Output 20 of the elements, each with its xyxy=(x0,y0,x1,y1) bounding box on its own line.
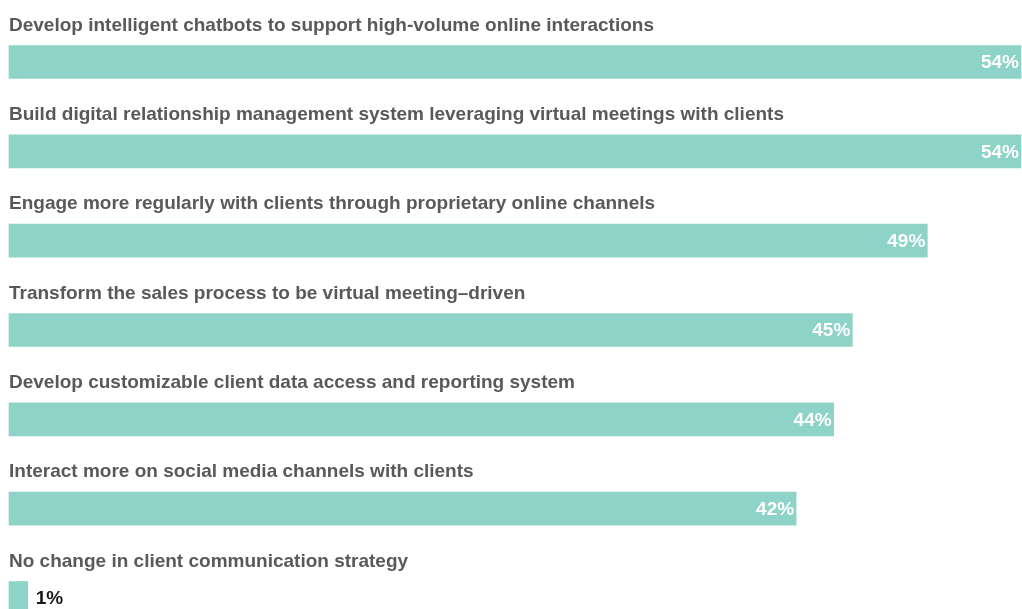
y-tick-label: Develop customizable client data access and reporting system xyxy=(9,371,575,393)
data-label: 44% xyxy=(793,408,832,430)
bar xyxy=(8,45,1022,79)
bar xyxy=(8,313,853,347)
bar xyxy=(8,134,1022,169)
data-label: 54% xyxy=(980,51,1020,73)
y-tick-label: Engage more regularly with clients through proprietary online channels xyxy=(9,192,656,214)
data-label: 49% xyxy=(887,229,926,251)
y-tick-label: Interact more on social media channels with clients xyxy=(9,460,474,482)
y-tick-label: No change in client communication strategy xyxy=(9,549,409,571)
data-label: 42% xyxy=(756,497,795,519)
y-tick-label: Build digital relationship management system leveraging virtual meetings with clients xyxy=(9,103,784,125)
data-label: 54% xyxy=(980,140,1020,162)
data-label: 45% xyxy=(812,319,851,341)
y-tick-label: Transform the sales process to be virtual meeting–driven xyxy=(9,281,526,303)
bar xyxy=(8,402,834,437)
bar xyxy=(8,491,797,526)
y-tick-label: Develop intelligent chatbots to support high-volume online interactions xyxy=(9,13,654,35)
bar xyxy=(8,223,928,258)
data-label: 1% xyxy=(35,587,64,609)
